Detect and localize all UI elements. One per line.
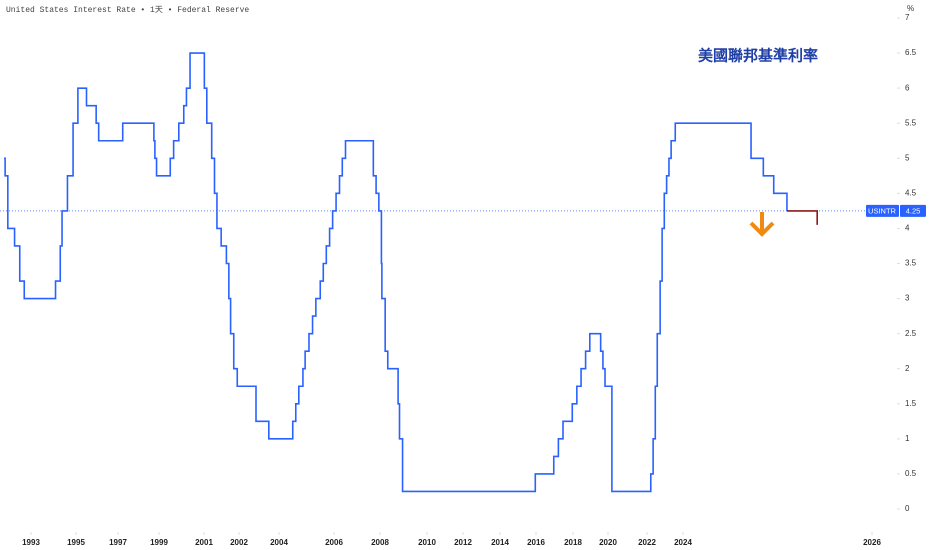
x-tick-label: 2014 <box>491 538 509 547</box>
x-tick-label: 2018 <box>564 538 582 547</box>
x-tick-label: 2008 <box>371 538 389 547</box>
chart-title: 美國聯邦基準利率 <box>698 47 818 65</box>
y-tick-label: 1 <box>905 434 910 443</box>
axes: 0 0.5 1 1.5 2 2.5 3 3.5 4 4.5 5 5.5 6 6.5 7 1993 1995 199… <box>22 13 926 547</box>
y-tick-label: 4.5 <box>905 188 917 197</box>
down-arrow <box>749 212 775 237</box>
current-value-box <box>900 204 926 217</box>
y-tick-label: 0.5 <box>905 469 917 478</box>
x-tick-label: 2001 <box>195 538 213 547</box>
x-tick-label: 2024 <box>674 538 692 547</box>
rate-line <box>4 52 788 493</box>
y-tick-label: 3 <box>905 294 910 303</box>
unit-label: % <box>907 4 914 13</box>
y-tick-label: 2.5 <box>905 329 917 338</box>
x-tick-label: 1993 <box>22 538 40 547</box>
x-tick-label: 1995 <box>67 538 85 547</box>
chart-header: United States Interest Rate • 1天 • Feder… <box>6 5 249 15</box>
y-tick-label: 2 <box>905 364 910 373</box>
current-symbol-box <box>866 204 899 217</box>
y-tick-label: 4 <box>905 224 910 233</box>
x-tick-label: 2022 <box>638 538 656 547</box>
y-tick-label: 6.5 <box>905 48 917 57</box>
current-symbol: USINTR <box>868 206 897 215</box>
y-tick-label: 6 <box>905 83 910 92</box>
x-tick-label: 2006 <box>325 538 343 547</box>
y-tick-label: 7 <box>905 13 910 22</box>
x-tick-label: 2012 <box>454 538 472 547</box>
current-value-label: 4.25 <box>906 206 921 215</box>
y-tick-label: 5.5 <box>905 118 917 127</box>
y-tick-label: 1.5 <box>905 399 917 408</box>
x-tick-label: 1999 <box>150 538 168 547</box>
x-tick-label: 2016 <box>527 538 545 547</box>
y-tick-label: 5 <box>905 153 910 162</box>
x-tick-label: 2020 <box>599 538 617 547</box>
x-tick-label: 2002 <box>230 538 248 547</box>
y-tick-label: 0 <box>905 504 910 513</box>
x-tick-label: 2026 <box>863 538 881 547</box>
y-tick-label: 3.5 <box>905 259 917 268</box>
rate-line <box>786 210 818 225</box>
x-tick-label: 2010 <box>418 538 436 547</box>
x-tick-label: 1997 <box>109 538 127 547</box>
x-tick-label: 2004 <box>270 538 288 547</box>
arrow-head <box>749 221 775 237</box>
plot-area <box>0 52 895 493</box>
